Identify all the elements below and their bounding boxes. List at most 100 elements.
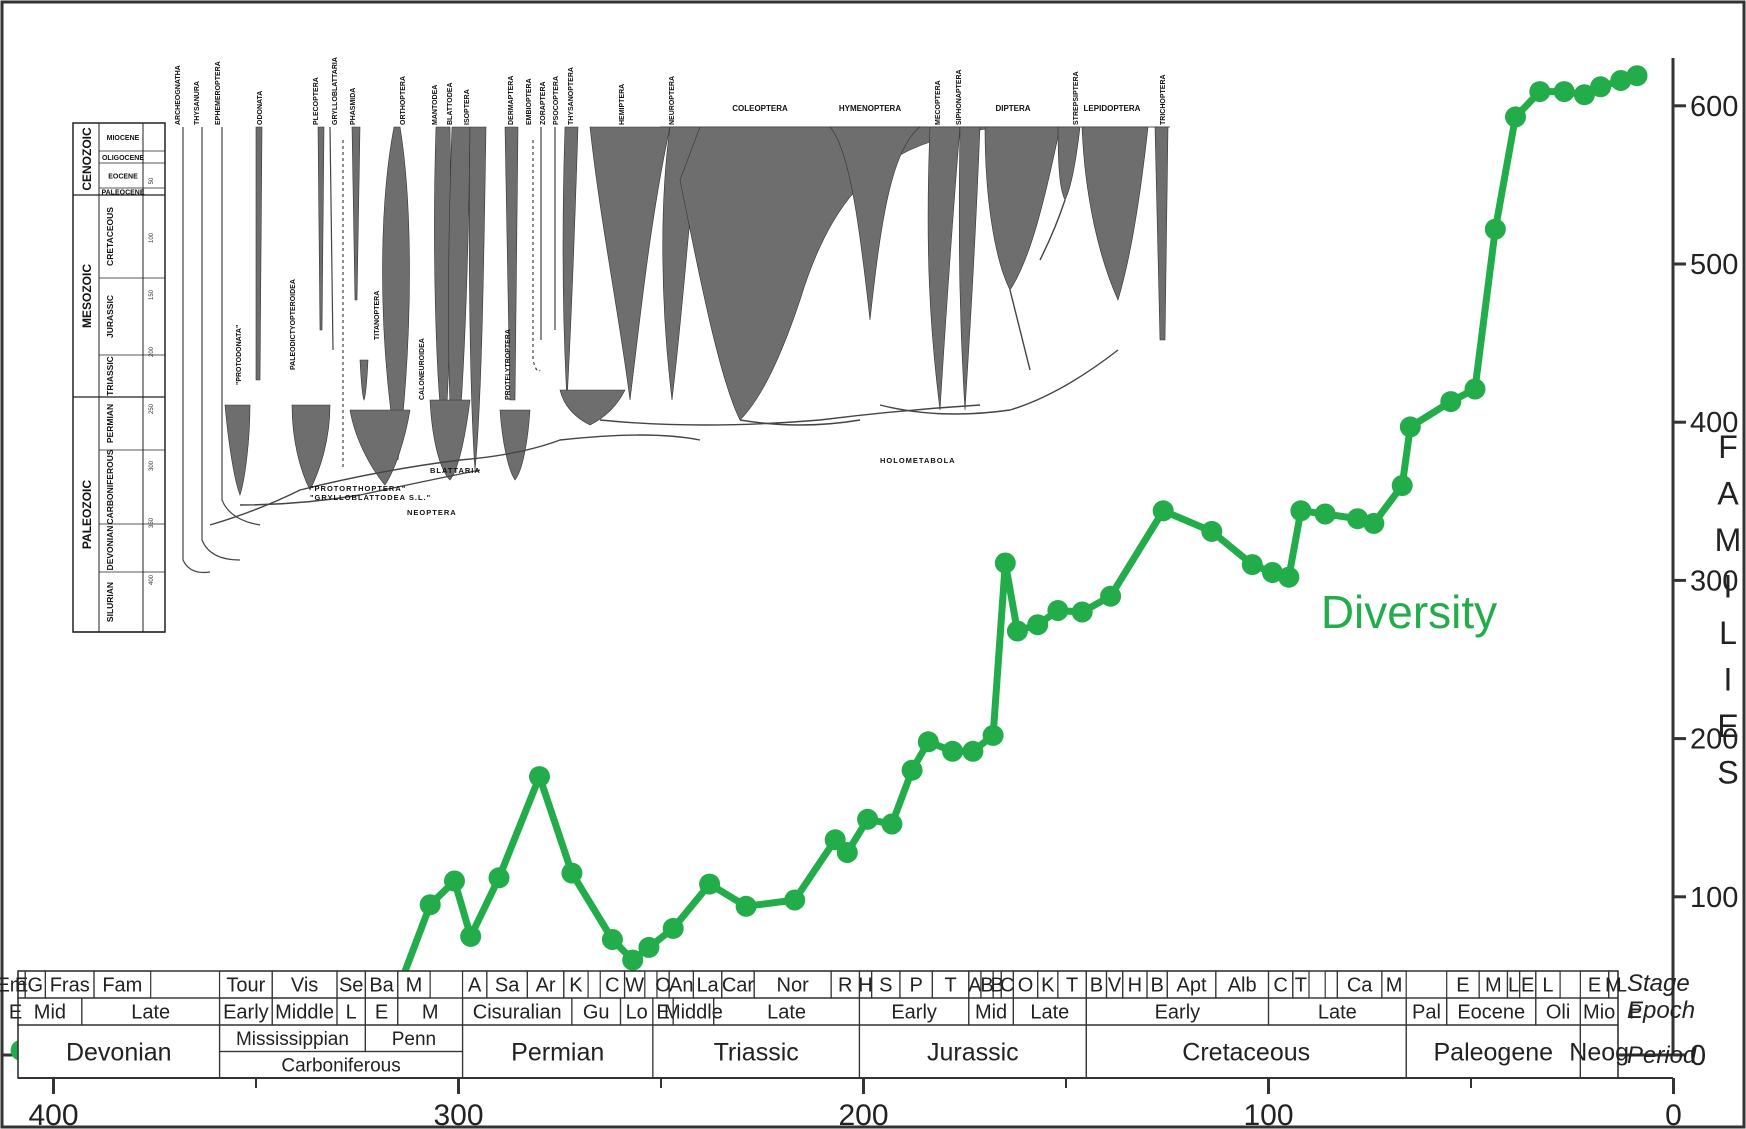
data-point [962,740,984,762]
stage-cell-label: M [1386,975,1403,997]
diversity-annotation: Diversity [1321,586,1497,638]
stage-cell-label: L [1542,975,1553,997]
data-point [1027,614,1049,636]
inset-age-tick: 200 [149,346,155,357]
inset-era-label: MESOZOIC [80,264,94,328]
epoch-cell-label: Middle [275,1002,334,1024]
stage-cell-label: Fam [102,975,142,997]
data-point [529,766,550,788]
inset-dashed-lineage [532,140,541,372]
inset-order-label: GRYLLOBLATTARIA [332,57,339,125]
stage-cell-label: An [669,975,693,997]
data-point [901,759,923,781]
stage-cell-label: M [406,975,423,997]
data-point [836,842,858,863]
y-tick-label: 600 [1690,91,1738,123]
inset-clade-spindle [562,126,579,401]
data-point [1100,585,1122,607]
inset-order-label: MECOPTERA [935,80,942,125]
data-point [1610,70,1632,91]
inset-clade-spindle [589,126,671,401]
inset-period-label: OLIGOCENE [102,155,144,162]
inset-age-tick: 350 [149,517,155,528]
data-point [601,929,623,950]
stage-cell-label: B [990,975,1003,997]
data-point [419,894,441,916]
inset-period-label: PALEOCENE [101,190,144,197]
stage-cell-label: A [468,975,482,997]
inset-fossil-clade [359,359,369,401]
epoch-cell-label: Oli [1546,1002,1570,1024]
period-cell-label: Neog [1569,1039,1629,1067]
inset-group-label: "PROTODONATA" [236,325,243,385]
inset-age-tick: 400 [149,574,155,585]
stage-cell-label: C [605,975,619,997]
epoch-cell-label: Mid [975,1002,1007,1024]
data-point [1440,391,1462,413]
inset-group-label: PROTELYTROPTERA [505,329,512,400]
inset-clade-spindle [829,126,921,321]
inset-branch [1009,289,1031,371]
data-point [994,552,1016,574]
inset-age-tick: 50 [149,177,155,184]
data-point [1573,84,1595,106]
time-scale-row-label: Period [1627,1042,1697,1069]
stage-cell-label: L [1508,975,1519,997]
y-axis-label-letter: L [1719,615,1737,651]
data-point [1006,620,1028,642]
data-point [881,813,903,835]
stage-cell-label: M [1605,975,1622,997]
period-cell-label: Devonian [66,1039,172,1067]
x-tick-label: 200 [838,1099,888,1129]
data-point [1278,566,1300,588]
inset-order-label: MANTODEA [432,85,439,125]
data-point [460,925,482,947]
data-point [1363,512,1385,534]
inset-clade-spindle [351,126,361,301]
data-point [1201,520,1223,542]
stage-cell-label: K [1041,975,1055,997]
inset-lineage [329,126,334,351]
inset-group-label: CALONEUROIDEA [419,338,426,400]
inset-fossil-clade [291,404,331,491]
inset-order-label: EPHEMEROPTERA [215,61,222,125]
inset-group-label: TITANOPTERA [374,291,381,340]
epoch-cell-label: E [656,1002,669,1024]
inset-lineage [182,127,211,574]
inset-order-label: EMBIOPTERA [526,78,533,125]
stage-cell-label: L [1616,975,1627,997]
stage-cell-label: E [1521,975,1534,997]
data-point [1399,416,1421,438]
stage-cell-label: E [1456,975,1469,997]
inset-branch [879,349,1119,415]
data-point [622,949,644,971]
inset-clade-spindle [382,126,410,461]
epoch-cell-label: Cisuralian [473,1002,562,1024]
inset-period-label: TRIASSIC [105,356,115,396]
data-point [784,889,806,911]
inset-fossil-clade [499,409,531,481]
stage-cell-label: Alb [1228,975,1257,997]
data-point [1464,378,1486,400]
y-axis-label-letter: F [1718,429,1738,465]
y-axis-label-letter: I [1724,569,1733,605]
data-point [1071,601,1093,623]
inset-clade-spindle [927,126,961,411]
inset-period-label: MIOCENE [107,135,140,142]
x-tick-label: 300 [433,1099,483,1129]
period-cell-label: Carboniferous [281,1056,400,1077]
period-cell-label: Triassic [714,1039,799,1067]
data-point [662,917,684,939]
inset-order-label: DIPTERA [995,104,1030,113]
inset-period-label: CRETACEOUS [105,207,115,266]
epoch-cell-label: L [346,1002,357,1024]
data-point [735,895,757,917]
data-point [917,731,939,753]
inset-era-label: CENOZOIC [80,127,94,191]
epoch-cell-label: Lo [626,1002,648,1024]
inset-lineage [221,127,261,526]
inset-branch [599,404,981,426]
period-cell-label: Jurassic [927,1039,1019,1067]
inset-order-label: PLECOPTERA [313,77,320,125]
